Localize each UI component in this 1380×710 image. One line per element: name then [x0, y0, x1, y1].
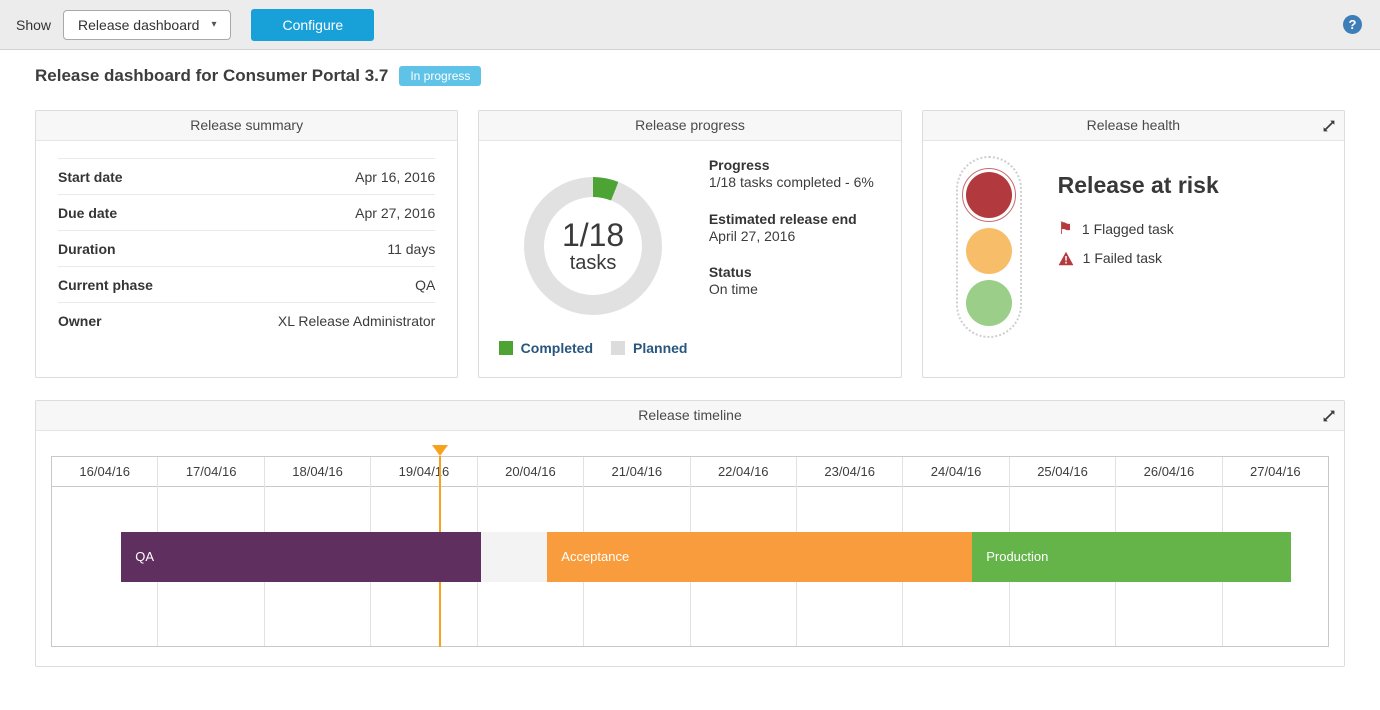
failed-task-label: 1 Failed task — [1083, 250, 1162, 266]
release-summary-header: Release summary — [36, 111, 457, 141]
summary-row-label: Due date — [58, 205, 117, 221]
cards-row: Release summary Start date Apr 16, 2016 … — [35, 110, 1345, 378]
expand-icon — [1322, 409, 1336, 423]
traffic-light-green — [966, 280, 1012, 326]
traffic-light-amber — [966, 228, 1012, 274]
phase-bar-production[interactable]: Production — [972, 532, 1290, 582]
phase-bar-label: Acceptance — [547, 549, 629, 564]
summary-row: Start date Apr 16, 2016 — [58, 158, 435, 194]
page-title: Release dashboard for Consumer Portal 3.… — [35, 66, 388, 86]
traffic-light-red-active-ring — [962, 168, 1016, 222]
summary-row-value: Apr 16, 2016 — [355, 169, 435, 185]
progress-info-label: Status — [709, 264, 887, 280]
summary-row-value: Apr 27, 2016 — [355, 205, 435, 221]
traffic-light-red — [966, 172, 1012, 218]
summary-row-label: Start date — [58, 169, 123, 185]
flagged-task-label: 1 Flagged task — [1082, 221, 1174, 237]
warning-icon — [1058, 251, 1074, 266]
summary-row: Due date Apr 27, 2016 — [58, 194, 435, 230]
progress-info-label: Progress — [709, 157, 887, 173]
phase-bar-label: QA — [121, 549, 154, 564]
progress-info-label: Estimated release end — [709, 211, 887, 227]
help-button[interactable]: ? — [1343, 15, 1362, 34]
release-health-card: Release health — [922, 110, 1345, 378]
title-row: Release dashboard for Consumer Portal 3.… — [35, 66, 1345, 86]
failed-task-item[interactable]: 1 Failed task — [1058, 250, 1219, 266]
phase-bar-acceptance[interactable]: Acceptance — [547, 532, 972, 582]
donut-center-label: tasks — [570, 252, 617, 275]
health-info: Release at risk ⚑ 1 Flagged task — [1058, 156, 1219, 338]
progress-info-value: On time — [709, 281, 887, 299]
show-label: Show — [16, 17, 51, 33]
timeline-gantt-chart: 16/04/16 17/04/16 18/04/16 19/04/16 — [51, 456, 1329, 647]
release-timeline-header: Release timeline — [36, 401, 1344, 431]
release-health-body: Release at risk ⚑ 1 Flagged task — [923, 141, 1344, 338]
release-health-header: Release health — [923, 111, 1344, 141]
timeline-expand-button[interactable] — [1322, 409, 1336, 423]
donut-center: 1/18 tasks — [544, 197, 642, 295]
donut-center-value: 1/18 — [562, 217, 624, 254]
summary-row-label: Current phase — [58, 277, 153, 293]
phase-bar-gap — [481, 532, 547, 582]
legend-label: Completed — [521, 340, 593, 356]
release-progress-header: Release progress — [479, 111, 900, 141]
expand-icon — [1322, 119, 1336, 133]
release-summary-body: Start date Apr 16, 2016 Due date Apr 27,… — [36, 141, 457, 338]
legend-swatch-icon — [611, 341, 625, 355]
release-progress-body: 1/18 tasks Completed — [479, 141, 900, 378]
legend-item[interactable]: Completed — [499, 340, 593, 356]
dashboard-view-selector-value: Release dashboard — [78, 17, 199, 33]
progress-donut-chart: 1/18 tasks — [524, 177, 662, 315]
health-expand-button[interactable] — [1322, 119, 1336, 133]
release-summary-card: Release summary Start date Apr 16, 2016 … — [35, 110, 458, 378]
health-items: ⚑ 1 Flagged task 1 Failed task — [1058, 221, 1219, 266]
flag-icon: ⚑ — [1058, 221, 1073, 237]
release-health-header-label: Release health — [1087, 117, 1180, 133]
current-time-marker-icon — [432, 445, 448, 456]
chevron-down-icon: ▾ — [211, 19, 216, 30]
progress-info-value: April 27, 2016 — [709, 228, 887, 246]
summary-row-value: 11 days — [387, 241, 435, 257]
donut-column: 1/18 tasks Completed — [479, 141, 707, 378]
status-badge: In progress — [399, 66, 481, 86]
health-status-title: Release at risk — [1058, 172, 1219, 199]
summary-row-value: QA — [415, 277, 435, 293]
legend-item[interactable]: Planned — [611, 340, 687, 356]
phase-bar-label: Production — [972, 549, 1048, 564]
dashboard-content: Release dashboard for Consumer Portal 3.… — [0, 66, 1380, 667]
summary-row: Owner XL Release Administrator — [58, 302, 435, 338]
flagged-task-item[interactable]: ⚑ 1 Flagged task — [1058, 221, 1219, 237]
legend-swatch-icon — [499, 341, 513, 355]
traffic-light-icon — [956, 156, 1022, 338]
progress-info-value: 1/18 tasks completed - 6% — [709, 174, 887, 192]
progress-info-block: Estimated release end April 27, 2016 — [709, 211, 887, 246]
phase-bar-qa[interactable]: QA — [121, 532, 481, 582]
timeline-bars-layer: QA Acceptance Production — [51, 456, 1329, 647]
summary-row: Duration 11 days — [58, 230, 435, 266]
summary-row: Current phase QA — [58, 266, 435, 302]
summary-row-value: XL Release Administrator — [278, 313, 435, 329]
progress-info-block: Status On time — [709, 264, 887, 299]
configure-button[interactable]: Configure — [251, 9, 374, 41]
legend-label: Planned — [633, 340, 687, 356]
summary-row-label: Duration — [58, 241, 116, 257]
release-progress-card: Release progress 1/18 tasks — [478, 110, 901, 378]
dashboard-view-selector[interactable]: Release dashboard ▾ — [63, 10, 231, 40]
donut-legend: Completed Planned — [499, 340, 688, 356]
summary-row-label: Owner — [58, 313, 102, 329]
progress-info-column: Progress 1/18 tasks completed - 6% Estim… — [707, 141, 901, 378]
progress-info-block: Progress 1/18 tasks completed - 6% — [709, 157, 887, 192]
release-timeline-header-label: Release timeline — [638, 407, 742, 423]
help-icon: ? — [1349, 17, 1357, 32]
top-bar: Show Release dashboard ▾ Configure ? — [0, 0, 1380, 50]
release-timeline-card: Release timeline 16/04/16 17/04/16 — [35, 400, 1345, 667]
